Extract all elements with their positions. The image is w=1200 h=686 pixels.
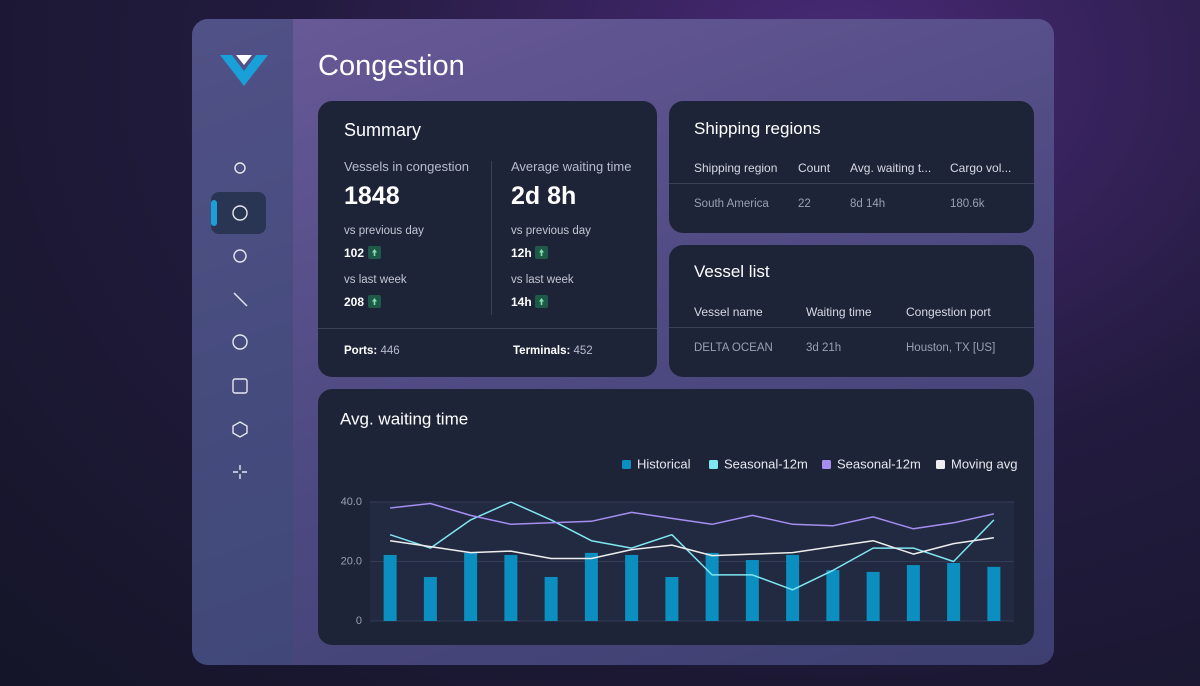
divider [491, 161, 492, 315]
comparison-value: 12h [511, 246, 532, 260]
chart-card: Avg. waiting time 0 20.0 40.0 Historical Sea… [318, 389, 1034, 645]
card-title: Summary [344, 120, 422, 140]
legend-label: Historical [637, 456, 691, 471]
chart: Avg. waiting time 0 20.0 40.0 Historical Sea… [340, 409, 1017, 627]
logo-accent [236, 55, 252, 65]
footer-value: 452 [573, 345, 593, 357]
bar [625, 554, 639, 621]
legend-swatch [709, 460, 718, 469]
y-tick-label: 40.0 [341, 496, 362, 508]
bar [544, 576, 558, 621]
comparison-value: 102 [344, 246, 365, 260]
cell: Houston, TX [US] [906, 342, 996, 354]
shipping-regions-card: Shipping regions Shipping region Count A… [669, 101, 1034, 233]
y-tick-label: 0 [356, 615, 362, 627]
bar [504, 554, 518, 621]
cell: 8d 14h [850, 198, 886, 210]
summary-card: Summary Vessels in congestion 1848 vs pr… [318, 101, 657, 377]
line [390, 502, 995, 530]
footer-item: Terminals: 452 [513, 345, 593, 357]
comparison-label: vs last week [511, 274, 574, 286]
bar [786, 554, 800, 621]
nav-icon[interactable] [232, 334, 248, 350]
legend-swatch [936, 460, 945, 469]
column-header[interactable]: Congestion port [906, 305, 991, 319]
nav-icon[interactable] [234, 162, 246, 174]
column-header[interactable]: Vessel name [694, 305, 763, 319]
divider [669, 183, 1034, 184]
column-header[interactable]: Count [798, 161, 831, 175]
cell: 22 [798, 198, 811, 210]
bar [665, 576, 679, 621]
arrow-icon [372, 298, 377, 305]
column-header[interactable]: Avg. waiting t... [850, 161, 932, 175]
bar [584, 552, 598, 621]
comparison-value: 14h [511, 295, 532, 309]
up-badge [368, 295, 381, 308]
arrow-icon [372, 249, 377, 256]
column-header[interactable]: Cargo vol... [950, 161, 1012, 175]
comparison-value: 208 [344, 295, 365, 309]
active-indicator [211, 200, 217, 226]
sidebar [192, 19, 293, 665]
page-title: Congestion [318, 50, 465, 82]
chart-title: Avg. waiting time [340, 409, 468, 428]
bar [745, 560, 759, 621]
legend-swatch [622, 460, 631, 469]
active-nav-bg[interactable] [211, 192, 266, 234]
vessel-list-card: Vessel list Vessel name Waiting time Con… [669, 245, 1034, 377]
comparison-label: vs previous day [344, 225, 424, 237]
footer-item: Ports: 446 [344, 345, 400, 357]
legend-label: Moving avg [951, 456, 1017, 471]
nav-icon[interactable] [233, 292, 248, 307]
cell: 3d 21h [806, 342, 842, 354]
metric-value: 1848 [344, 182, 400, 210]
bar [866, 571, 880, 621]
nav-icon[interactable] [232, 205, 248, 221]
footer-value: 446 [380, 345, 400, 357]
divider [318, 328, 657, 329]
nav-icon[interactable] [233, 249, 247, 263]
metric-label: Average waiting time [511, 159, 632, 174]
footer-label: Terminals: [513, 345, 571, 357]
column-header[interactable]: Shipping region [694, 161, 778, 175]
cell: 180.6k [950, 198, 985, 210]
metric-label: Vessels in congestion [344, 159, 470, 174]
up-badge [535, 295, 548, 308]
bar [383, 554, 397, 621]
bar [464, 552, 478, 621]
up-badge [368, 246, 381, 259]
line [389, 536, 995, 560]
cell: South America [694, 198, 769, 210]
bar [826, 570, 840, 621]
card-title: Vessel list [694, 262, 770, 281]
metric-value: 2d 8h [511, 182, 577, 210]
arrow-icon [539, 249, 544, 256]
bar [906, 565, 920, 621]
legend-label: Seasonal-12m [837, 456, 921, 471]
nav-icon[interactable] [232, 421, 248, 438]
cell: DELTA OCEAN [694, 342, 773, 354]
bar [705, 552, 719, 621]
nav-icon[interactable] [232, 378, 248, 394]
column-header[interactable]: Waiting time [806, 305, 872, 319]
card-title: Shipping regions [694, 119, 821, 138]
legend-swatch [822, 460, 831, 469]
comparison-label: vs previous day [511, 225, 591, 237]
y-tick-label: 20.0 [341, 555, 362, 567]
up-badge [535, 246, 548, 259]
divider [669, 327, 1034, 328]
sidebar-icons [211, 55, 268, 479]
legend-label: Seasonal-12m [724, 456, 808, 471]
logo [220, 55, 268, 86]
nav-icon[interactable] [233, 465, 247, 479]
footer-label: Ports: [344, 345, 378, 357]
arrow-icon [539, 298, 544, 305]
comparison-label: vs last week [344, 274, 407, 286]
bar [987, 566, 1001, 621]
bar [423, 576, 437, 621]
bar [947, 562, 961, 621]
